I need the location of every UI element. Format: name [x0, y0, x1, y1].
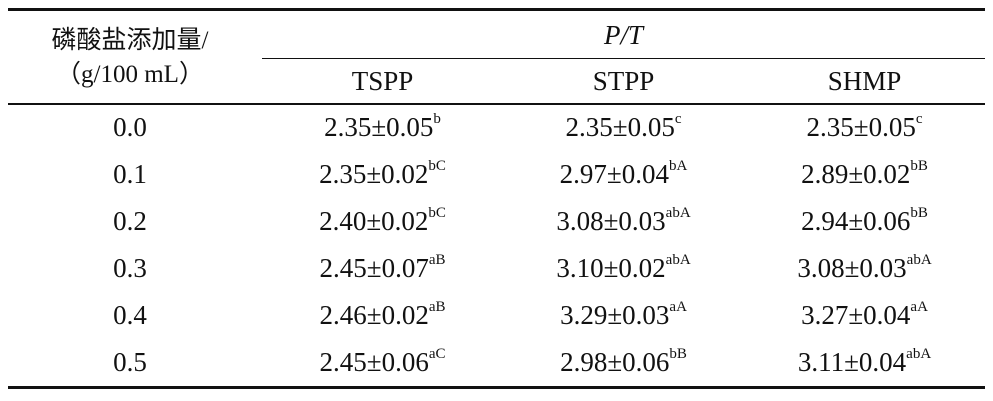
cell-value: 2.98±0.06: [560, 347, 670, 377]
cell-significance-letters: bB: [910, 158, 928, 174]
header-rule: [8, 103, 985, 105]
table-cell: 3.10±0.02abA: [503, 251, 744, 285]
group-underline: [262, 58, 985, 59]
cell-value: 2.40±0.02: [319, 206, 429, 236]
cell-value: 3.27±0.04: [801, 300, 911, 330]
cell-value: 2.94±0.06: [801, 206, 911, 236]
table-cell: 2.45±0.07aB: [262, 251, 503, 285]
table-cell: 3.29±0.03aA: [503, 298, 744, 332]
table-cell: 2.35±0.05c: [744, 110, 985, 144]
table-cell: 2.97±0.04bA: [503, 157, 744, 191]
cell-significance-letters: bC: [428, 205, 446, 221]
cell-significance-letters: aA: [669, 299, 687, 315]
row-dose: 0.2: [113, 206, 147, 236]
table-cell: 2.94±0.06bB: [744, 204, 985, 238]
cell-value: 3.08±0.03: [797, 253, 907, 283]
cell-value: 2.97±0.04: [559, 159, 669, 189]
cell-significance-letters: b: [433, 111, 441, 127]
cell-value: 2.46±0.02: [319, 300, 429, 330]
cell-value: 3.29±0.03: [560, 300, 670, 330]
cell-significance-letters: bB: [910, 205, 928, 221]
cell-significance-letters: aA: [910, 299, 928, 315]
table-cell: 2.35±0.05b: [262, 110, 503, 144]
row-dose: 0.4: [113, 300, 147, 330]
table-cell: 2.35±0.05c: [503, 110, 744, 144]
cell-value: 2.35±0.02: [319, 159, 429, 189]
cell-significance-letters: c: [674, 111, 682, 127]
row-dose: 0.3: [113, 253, 147, 283]
cell-value: 2.45±0.07: [319, 253, 429, 283]
table-cell: 2.89±0.02bB: [744, 157, 985, 191]
stub-header-line1: 磷酸盐添加量/: [51, 27, 209, 54]
cell-significance-letters: abA: [906, 346, 932, 362]
table-cell: 2.46±0.02aB: [262, 298, 503, 332]
bottom-rule: [8, 386, 985, 389]
cell-value: 2.35±0.05: [565, 112, 675, 142]
cell-significance-letters: abA: [665, 252, 691, 268]
table-cell: 3.11±0.04abA: [744, 345, 985, 379]
row-dose: 0.0: [113, 112, 147, 142]
cell-significance-letters: aB: [428, 299, 446, 315]
cell-significance-letters: aC: [428, 346, 446, 362]
cell-value: 2.45±0.06: [319, 347, 429, 377]
cell-significance-letters: bC: [428, 158, 446, 174]
cell-significance-letters: abA: [665, 205, 691, 221]
table-cell: 3.08±0.03abA: [503, 204, 744, 238]
row-dose: 0.1: [113, 159, 147, 189]
column-header-shmp: SHMP: [827, 66, 902, 96]
cell-significance-letters: aB: [428, 252, 446, 268]
table-cell: 2.98±0.06bB: [503, 345, 744, 379]
cell-significance-letters: abA: [906, 252, 932, 268]
table-cell: 2.45±0.06aC: [262, 345, 503, 379]
cell-value: 3.11±0.04: [797, 347, 907, 377]
stub-header-line2: （g/100 mL）: [56, 61, 204, 88]
table-cell: 2.35±0.02bC: [262, 157, 503, 191]
cell-significance-letters: bB: [669, 346, 687, 362]
group-header: P/T: [603, 20, 643, 50]
cell-significance-letters: c: [915, 111, 923, 127]
column-header-tspp: TSPP: [351, 66, 414, 96]
cell-value: 2.35±0.05: [806, 112, 916, 142]
table-cell: 3.27±0.04aA: [744, 298, 985, 332]
row-dose: 0.5: [113, 347, 147, 377]
top-rule: [8, 8, 985, 11]
table-cell: 3.08±0.03abA: [744, 251, 985, 285]
cell-value: 3.08±0.03: [556, 206, 666, 236]
cell-value: 3.10±0.02: [556, 253, 666, 283]
cell-significance-letters: bA: [668, 158, 688, 174]
cell-value: 2.89±0.02: [801, 159, 911, 189]
table-cell: 2.40±0.02bC: [262, 204, 503, 238]
cell-value: 2.35±0.05: [324, 112, 434, 142]
column-header-stpp: STPP: [592, 66, 655, 96]
